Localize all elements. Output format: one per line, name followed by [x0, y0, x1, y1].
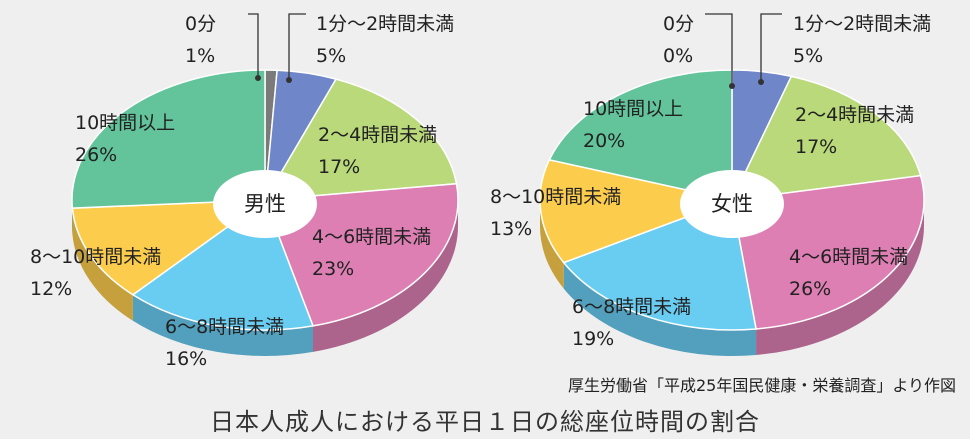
slice-value-label-1-4: 23%: [312, 258, 354, 280]
slice-category-label-1-6: 8〜10時間未満: [30, 246, 161, 268]
slice-category-label-1-7: 10時間以上: [75, 112, 175, 134]
slice-value-label-1-6: 12%: [30, 278, 72, 300]
slice-category-label-2-1: 0分: [663, 13, 694, 35]
pie-side-1-4: [312, 200, 458, 352]
pie-center-oval-1: [213, 170, 317, 238]
slice-value-label-1-5: 16%: [165, 348, 207, 370]
slice-value-label-1-7: 26%: [75, 144, 117, 166]
pie-side-1-5: [132, 294, 313, 356]
slice-category-label-2-5: 6〜8時間未満: [572, 296, 691, 318]
leader-dot-2-1: [729, 83, 735, 89]
slice-value-label-2-4: 26%: [789, 278, 831, 300]
pie-center-label-1: 男性: [244, 192, 286, 216]
pie-side-2-6: [540, 200, 564, 289]
slice-category-label-2-6: 8〜10時間未満: [490, 186, 621, 208]
slice-category-label-2-4: 4〜6時間未満: [789, 246, 908, 268]
leader-line-1-1: [248, 13, 259, 78]
pie-center-oval-2: [680, 170, 784, 238]
slice-category-label-2-3: 2〜4時間未満: [795, 104, 914, 126]
pie-slice-1-7: [71, 69, 266, 209]
pie-slice-1-3: [263, 78, 458, 201]
pie-slice-1-6: [71, 199, 268, 296]
slice-category-label-1-1: 0分: [185, 13, 216, 35]
slice-value-label-2-3: 17%: [795, 136, 837, 158]
pie-side-2-5: [563, 262, 757, 356]
leader-dot-1-1: [255, 75, 261, 81]
source-note: 厚生労働省「平成25年国民健康・栄養調査」より作図: [567, 376, 956, 395]
slice-category-label-2-2: 1分〜2時間未満: [793, 13, 931, 35]
pie-chart-1: 男性 0分 1% 1分〜2時間未満 5% 2〜4時間未満 17% 4〜6時間未満 23% 6〜8時…: [30, 13, 459, 370]
pie-chart-2: 女性 0分 0% 1分〜2時間未満 5% 2〜4時間未満 17% 4〜6時間未満 26% 6〜8時…: [490, 13, 931, 356]
leader-line-2-2: [760, 13, 782, 82]
slice-value-label-2-5: 19%: [572, 328, 614, 350]
pie-slice-2-6: [539, 158, 735, 264]
leader-dot-2-2: [758, 79, 764, 85]
leader-line-1-2: [288, 13, 306, 80]
leader-line-2-1: [705, 13, 733, 86]
pie-side-2-4: [756, 200, 924, 355]
pie-slice-2-7: [548, 69, 733, 201]
slice-value-label-1-1: 1%: [185, 45, 215, 67]
pie-center-label-2: 女性: [711, 192, 753, 216]
slice-value-label-2-7: 20%: [583, 130, 625, 152]
pie-side-1-6: [72, 208, 133, 321]
slice-category-label-1-5: 6〜8時間未満: [165, 316, 284, 338]
slice-value-label-1-2: 5%: [316, 45, 346, 67]
slice-value-label-2-1: 0%: [663, 45, 693, 67]
slice-value-label-2-6: 13%: [490, 218, 532, 240]
slice-category-label-1-2: 1分〜2時間未満: [316, 13, 454, 35]
slice-category-label-2-7: 10時間以上: [583, 98, 683, 120]
chart-caption: 日本人成人における平日１日の総座位時間の割合: [210, 408, 760, 436]
leader-dot-1-2: [286, 77, 292, 83]
pie-slice-2-3: [730, 75, 922, 201]
slice-category-label-1-4: 4〜6時間未満: [312, 226, 431, 248]
pie-slice-1-4: [263, 182, 459, 327]
slice-value-label-1-3: 17%: [318, 156, 360, 178]
slice-value-label-2-2: 5%: [793, 45, 823, 67]
slice-category-label-1-3: 2〜4時間未満: [318, 124, 437, 146]
